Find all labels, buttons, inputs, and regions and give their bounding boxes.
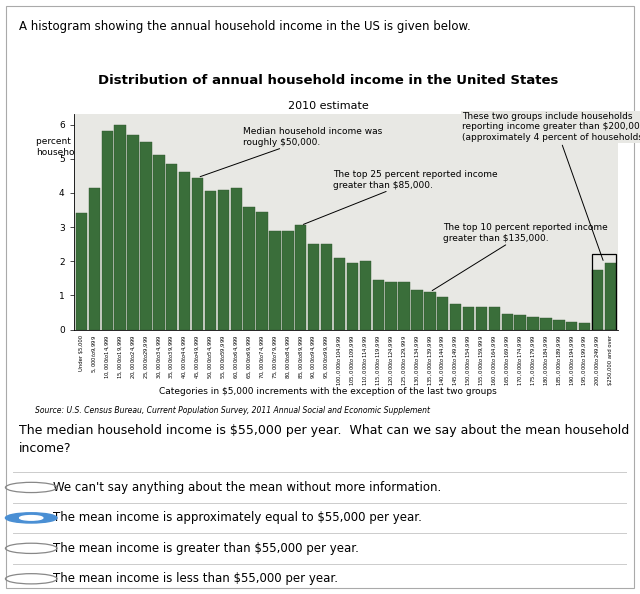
Bar bbox=[463, 308, 474, 330]
Text: 2010 estimate: 2010 estimate bbox=[287, 102, 369, 111]
Bar bbox=[450, 304, 461, 330]
Bar bbox=[230, 188, 242, 330]
Text: Source: U.S. Census Bureau, Current Population Survey, 2011 Annual Social and Ec: Source: U.S. Census Bureau, Current Popu… bbox=[35, 406, 430, 415]
Bar bbox=[166, 164, 177, 330]
Bar bbox=[192, 178, 204, 330]
Bar bbox=[412, 290, 422, 330]
Bar bbox=[592, 270, 604, 330]
Bar bbox=[205, 191, 216, 330]
Bar bbox=[282, 230, 294, 330]
Bar bbox=[476, 308, 487, 330]
Bar bbox=[153, 156, 164, 330]
Text: Median household income was
roughly $50,000.: Median household income was roughly $50,… bbox=[200, 128, 382, 176]
Text: These two groups include households
reporting income greater than $200,000
(appr: These two groups include households repo… bbox=[462, 112, 640, 260]
Text: The mean income is approximately equal to $55,000 per year.: The mean income is approximately equal t… bbox=[52, 511, 422, 525]
Text: A histogram showing the annual household income in the US is given below.: A histogram showing the annual household… bbox=[19, 20, 470, 33]
Bar bbox=[398, 282, 410, 330]
Text: percent of
households: percent of households bbox=[36, 137, 88, 157]
Bar bbox=[321, 244, 332, 330]
Bar bbox=[424, 292, 435, 330]
Bar bbox=[591, 254, 616, 330]
Bar bbox=[566, 322, 577, 330]
Bar bbox=[89, 188, 100, 330]
Bar bbox=[489, 308, 500, 330]
Text: The mean income is greater than $55,000 per year.: The mean income is greater than $55,000 … bbox=[52, 542, 358, 555]
Bar bbox=[269, 230, 281, 330]
Circle shape bbox=[20, 516, 43, 520]
Bar bbox=[243, 207, 255, 330]
Bar bbox=[102, 131, 113, 330]
Bar bbox=[140, 142, 152, 330]
Bar bbox=[437, 297, 449, 330]
Bar bbox=[76, 213, 87, 330]
Text: The mean income is less than $55,000 per year.: The mean income is less than $55,000 per… bbox=[52, 572, 338, 585]
Text: We can't say anything about the mean without more information.: We can't say anything about the mean wit… bbox=[52, 481, 441, 494]
Text: Distribution of annual household income in the United States: Distribution of annual household income … bbox=[98, 74, 558, 87]
Bar bbox=[257, 211, 268, 330]
Bar bbox=[360, 261, 371, 330]
Bar bbox=[527, 317, 539, 330]
Circle shape bbox=[5, 513, 57, 523]
Bar bbox=[115, 125, 126, 330]
Bar bbox=[502, 314, 513, 330]
Bar bbox=[372, 280, 384, 330]
Text: The median household income is $55,000 per year.  What can we say about the mean: The median household income is $55,000 p… bbox=[19, 424, 629, 456]
Bar bbox=[385, 282, 397, 330]
Bar bbox=[347, 263, 358, 330]
Bar bbox=[179, 172, 190, 330]
Bar bbox=[515, 315, 526, 330]
Bar bbox=[308, 244, 319, 330]
Text: The top 10 percent reported income
greater than $135,000.: The top 10 percent reported income great… bbox=[432, 223, 607, 290]
Bar bbox=[540, 318, 552, 330]
Bar bbox=[605, 263, 616, 330]
Bar bbox=[295, 226, 307, 330]
Bar bbox=[334, 258, 345, 330]
Bar bbox=[127, 135, 139, 330]
Bar bbox=[218, 189, 229, 330]
Text: Categories in $5,000 increments with the exception of the last two groups: Categories in $5,000 increments with the… bbox=[159, 387, 497, 397]
Text: The top 25 percent reported income
greater than $85,000.: The top 25 percent reported income great… bbox=[303, 170, 498, 225]
Bar bbox=[553, 320, 564, 330]
Bar bbox=[579, 323, 590, 330]
